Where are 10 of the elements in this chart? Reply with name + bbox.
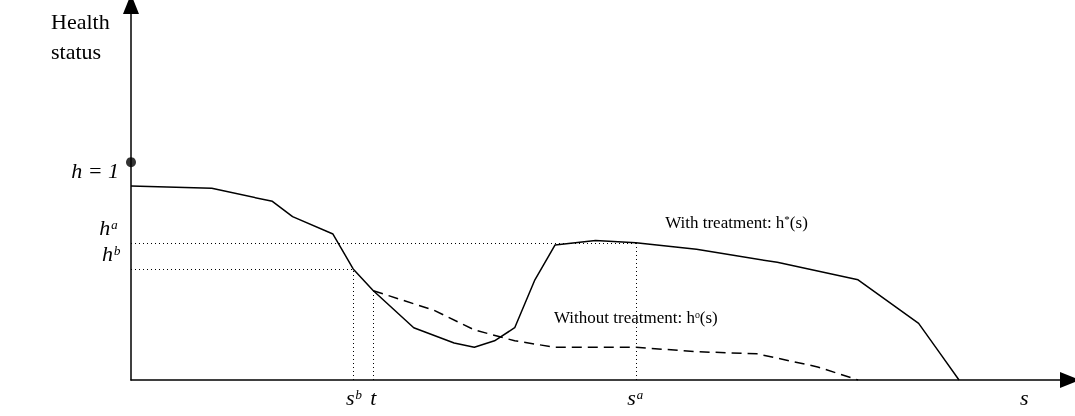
ref-line-label: hᵇ xyxy=(102,241,122,267)
x-axis-title: s xyxy=(1020,384,1029,410)
ref-line-label: hᵃ xyxy=(99,215,119,241)
x-tick-label: t xyxy=(370,384,378,410)
y-axis-title: Health status xyxy=(51,8,116,64)
series-label: Without treatment: hᵒ(s) xyxy=(553,308,718,328)
text: h = 1 xyxy=(71,157,119,183)
x-tick-label: sᵇ xyxy=(345,384,363,410)
x-tick-label: sᵃ xyxy=(627,384,645,410)
series-label: With treatment: h*(s) xyxy=(665,212,808,233)
